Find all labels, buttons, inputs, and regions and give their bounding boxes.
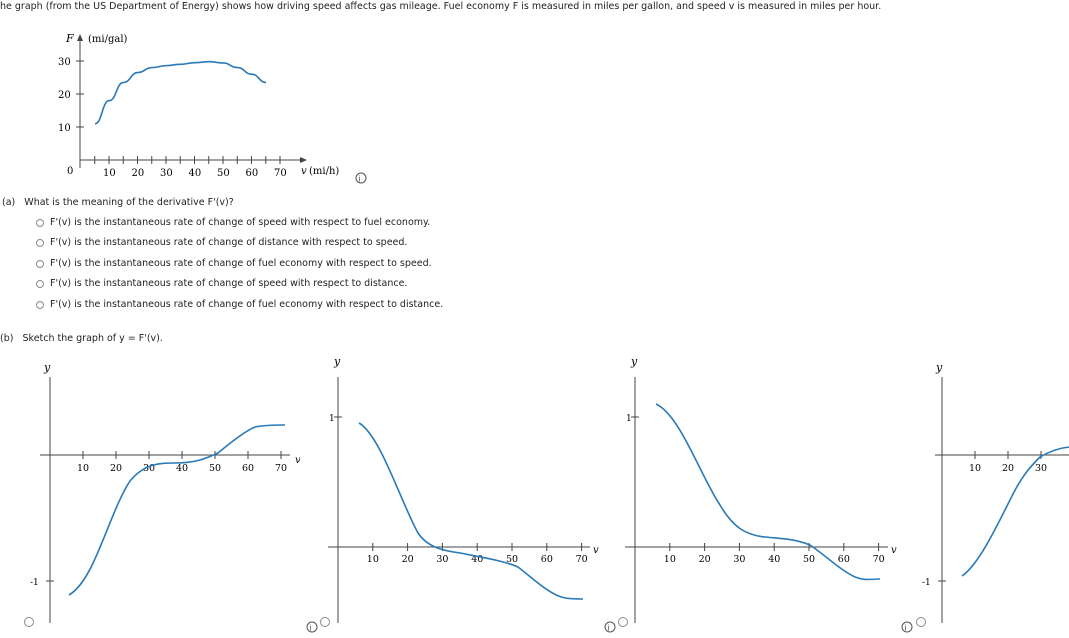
info-icon-glyph: i [359,175,361,184]
main-x-tick-label: 20 [132,168,145,179]
main-x-ticks: 10 20 30 40 50 60 70 [94,156,287,179]
x-tick-label: 20 [699,554,711,565]
radio-option-3[interactable] [36,279,44,288]
graph-4-curve [961,446,1069,577]
part-a-question-text: What is the meaning of the derivative F'… [24,197,234,208]
radio-option-2[interactable] [36,259,44,268]
option-3[interactable]: F'(v) is the instantaneous rate of chang… [36,278,407,289]
x-tick-label: 20 [110,463,122,474]
main-curve [94,60,267,125]
svg-text:i: i [608,624,610,633]
graph-2-x-label: v [593,545,599,556]
graph-2-tick-1: 1 [329,414,335,424]
graph-1-neg1: -1 [30,578,39,588]
graph-4-neg1: -1 [922,578,931,588]
part-a-question: (a) What is the meaning of the derivativ… [2,197,234,208]
x-tick-label: 10 [367,554,379,565]
option-0-text: F'(v) is the instantaneous rate of chang… [50,217,431,228]
main-x-tick-label: 40 [189,168,202,179]
radio-option-4[interactable] [36,300,44,309]
main-x-tick-label: 30 [160,168,173,179]
graph-4-y-label: y [935,361,943,374]
main-x-tick-label: 50 [217,168,230,179]
option-4[interactable]: F'(v) is the instantaneous rate of chang… [36,299,443,310]
x-tick-label: 50 [209,463,221,474]
graph-2-y-label: y [333,355,341,368]
x-tick-label: 20 [402,554,414,565]
part-b-label: (b) [0,333,14,344]
x-tick-label: 70 [873,554,885,565]
graph-3-curve [655,403,881,581]
main-x-tick-label: 70 [274,168,287,179]
problem-intro: he graph (from the US Department of Ener… [0,1,882,12]
option-2-text: F'(v) is the instantaneous rate of chang… [50,258,432,269]
graph-1-x-label: v [295,455,300,466]
x-tick-label: 10 [664,554,676,565]
info-icon[interactable] [355,172,367,184]
graph-1-y-label: y [43,361,51,374]
main-y-ticks: 30 20 10 [58,57,84,134]
answer-graph-1: y v -1 10 20 30 40 50 60 70 [30,361,300,623]
option-4-text: F'(v) is the instantaneous rate of chang… [50,299,444,310]
main-x-arrow [300,157,307,163]
info-icon[interactable]: i [603,620,617,634]
x-tick-label: 60 [242,463,254,474]
main-y-unit: (mi/gal) [88,34,128,45]
main-y-arrow [77,34,83,41]
main-y-tick-label: 30 [58,57,71,68]
x-tick-label: 30 [1035,463,1047,474]
option-0[interactable]: F'(v) is the instantaneous rate of chang… [36,217,430,228]
main-y-tick-label: 10 [58,123,71,134]
graph-3-y-label: y [630,355,638,368]
x-tick-label: 40 [471,554,483,565]
main-x-label: v [301,166,307,177]
main-graph: F (mi/gal) v (mi/h) 0 30 20 10 10 20 30 40 50 6… [58,32,367,184]
main-y-tick-label: 20 [58,90,71,101]
graph-3-x-label: v [891,545,897,556]
x-tick-label: 60 [838,554,850,565]
x-tick-label: 30 [733,554,745,565]
part-a-label: (a) [2,197,16,208]
x-tick-label: 30 [436,554,448,565]
option-1-text: F'(v) is the instantaneous rate of chang… [50,237,408,248]
x-tick-label: 50 [803,554,815,565]
svg-text:i: i [905,624,907,633]
option-2[interactable]: F'(v) is the instantaneous rate of chang… [36,258,432,269]
x-tick-label: 30 [143,463,155,474]
info-icon[interactable]: i [900,620,914,634]
x-tick-label: 50 [506,554,518,565]
option-3-text: F'(v) is the instantaneous rate of chang… [50,278,408,289]
graph-3-tick-1: 1 [626,414,632,424]
main-x-tick-label: 10 [103,168,116,179]
radio-graph-4[interactable] [916,617,926,627]
option-1[interactable]: F'(v) is the instantaneous rate of chang… [36,237,407,248]
radio-graph-3[interactable] [618,617,628,627]
main-x-unit: (mi/h) [309,166,339,177]
answer-graph-3: y v 1 10 20 30 40 50 60 70 [625,355,897,623]
radio-option-0[interactable] [36,218,44,227]
answer-graph-2: y v 1 10 20 30 40 50 60 70 [328,355,599,623]
graph-2-curve [358,422,584,600]
x-tick-label: 10 [77,463,89,474]
info-icon[interactable]: i [305,620,319,634]
part-b-prompt-text: Sketch the graph of y = F'(v). [22,333,163,344]
main-origin-label: 0 [67,166,73,177]
main-x-tick-label: 60 [246,168,259,179]
x-tick-label: 70 [576,554,588,565]
x-tick-label: 70 [275,463,287,474]
main-y-label: F [65,32,74,45]
x-tick-label: 40 [768,554,780,565]
x-tick-label: 20 [1002,463,1014,474]
x-tick-label: 40 [176,463,188,474]
main-curve-group [94,60,267,125]
svg-text:i: i [310,624,312,633]
answer-graph-4: y -1 10 20 30 [922,361,1069,623]
radio-graph-2[interactable] [320,617,330,627]
part-b-prompt: (b) Sketch the graph of y = F'(v). [0,333,163,344]
x-tick-label: 10 [969,463,981,474]
radio-option-1[interactable] [36,238,44,247]
radio-graph-1[interactable] [24,617,34,627]
x-tick-label: 60 [541,554,553,565]
graph-1-curve [68,424,286,596]
